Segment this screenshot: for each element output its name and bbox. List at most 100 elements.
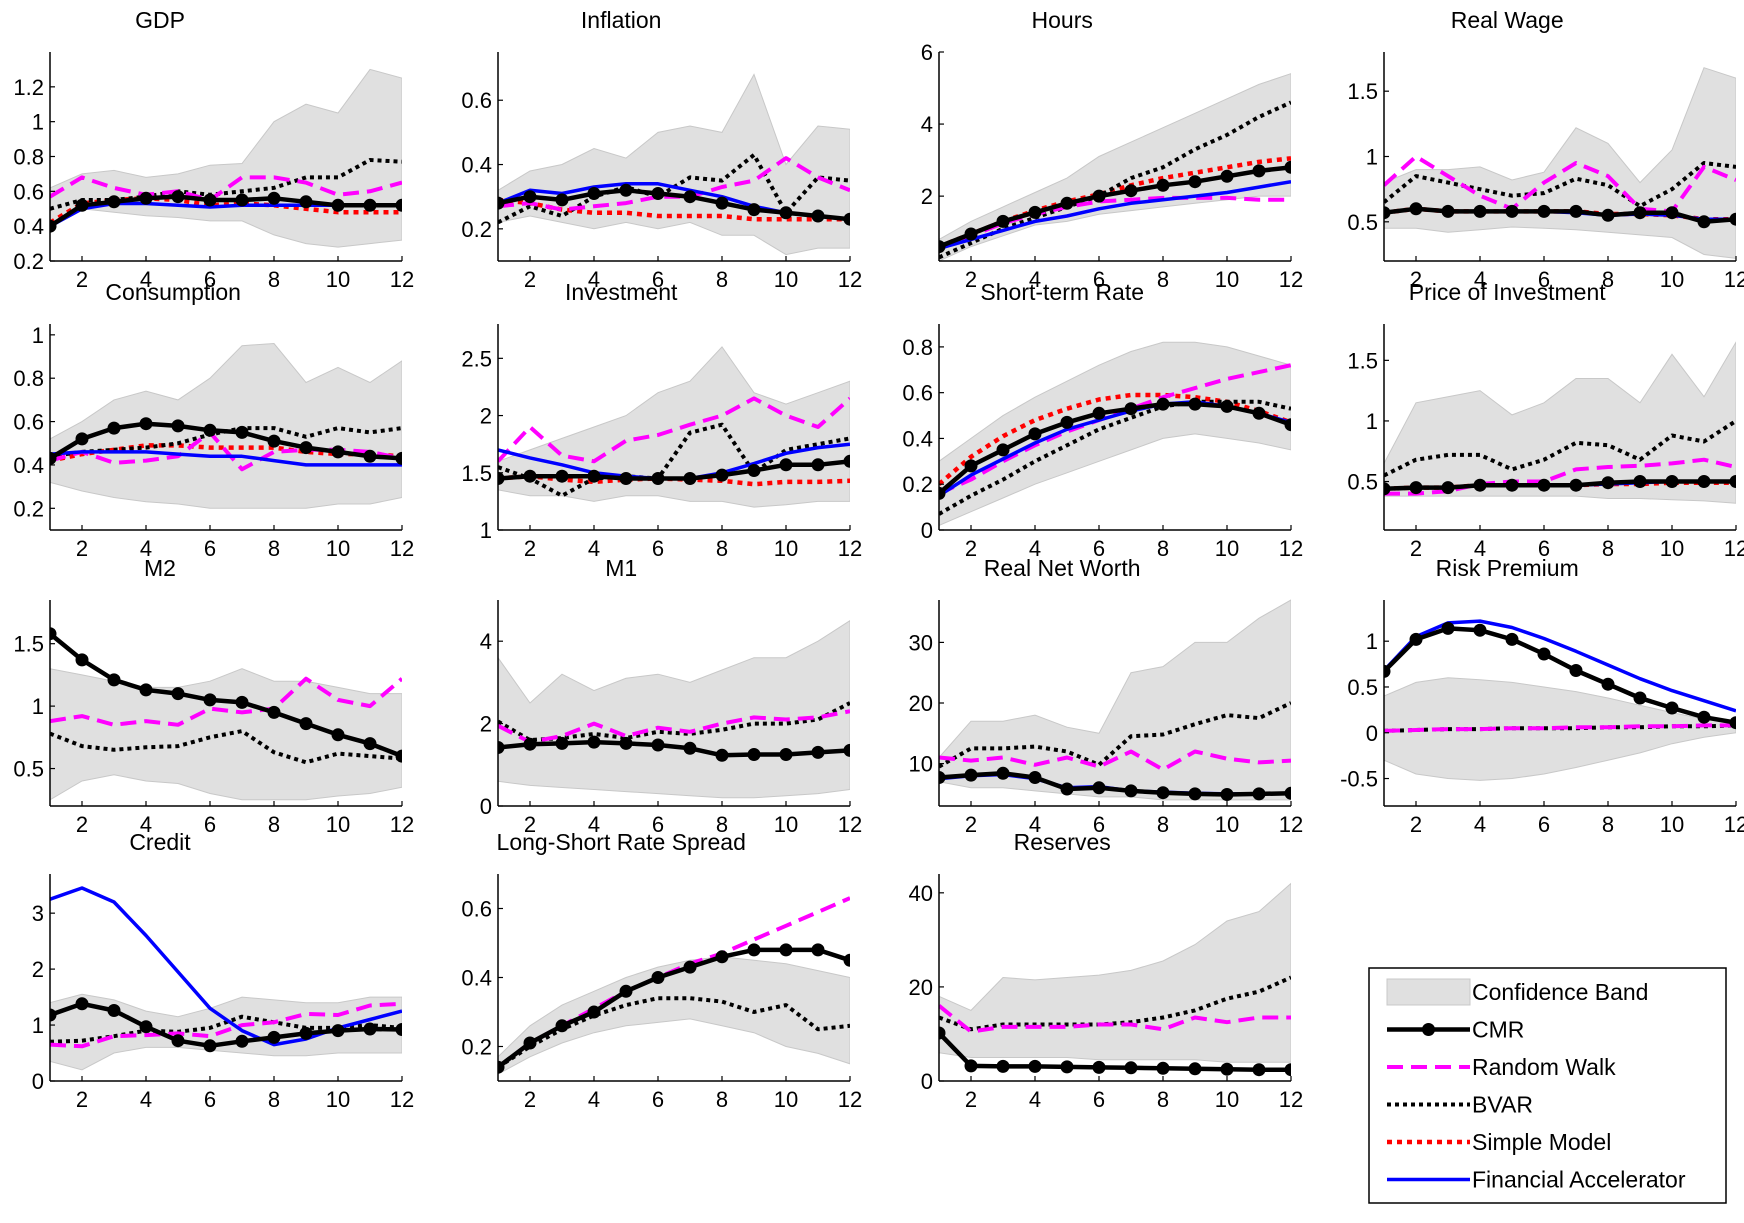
y-tick-label: 0.2 <box>461 1035 492 1060</box>
legend-label: Random Walk <box>1472 1054 1616 1080</box>
cmr-point <box>498 472 505 485</box>
y-tick-label: 2 <box>921 184 933 209</box>
cmr-point <box>1060 782 1074 796</box>
y-tick-label: 0.4 <box>461 153 492 178</box>
series-line-random-walk <box>50 1001 402 1049</box>
x-tick-label: 4 <box>588 812 600 837</box>
series-line-random-walk <box>50 175 402 202</box>
series-line-simple-model <box>498 197 850 222</box>
cmr-point <box>1284 1063 1291 1077</box>
cmr-point <box>50 451 57 465</box>
x-tick-label: 12 <box>1724 267 1744 292</box>
y-tick-label: 2 <box>480 404 492 429</box>
x-tick-label: 8 <box>268 812 280 837</box>
x-tick-label: 4 <box>1029 267 1041 292</box>
y-tick-label: 1.5 <box>1347 79 1378 104</box>
cmr-point <box>1665 206 1679 220</box>
cmr-point <box>107 421 121 435</box>
y-tick-label: 0.8 <box>13 366 44 391</box>
x-tick-label: 2 <box>1410 812 1422 837</box>
series-line-financial-accelerator <box>50 886 402 1047</box>
cmr-point <box>1124 1061 1138 1075</box>
cmr-point <box>715 196 729 210</box>
x-tick-label: 10 <box>326 536 350 561</box>
cmr-point <box>1537 204 1551 218</box>
cmr-point <box>619 984 633 998</box>
x-tick-label: 4 <box>1029 1087 1041 1112</box>
cmr-point <box>1092 781 1106 795</box>
cmr-point <box>1220 1062 1234 1076</box>
cmr-point <box>1188 1062 1202 1076</box>
panel-title: M1 <box>605 555 637 581</box>
x-tick-label: 10 <box>774 267 798 292</box>
y-tick-label: 0.2 <box>13 249 44 274</box>
panel-gdp: 2 4 6 8 10 12 0.2 0.4 0.6 0.8 1 1.2 GDP <box>13 7 414 292</box>
x-tick-label: 8 <box>1602 267 1614 292</box>
x-tick-label: 12 <box>1724 812 1744 837</box>
panel-title: Price of Investment <box>1409 279 1606 305</box>
x-tick-label: 2 <box>1410 536 1422 561</box>
cmr-point <box>235 193 249 207</box>
x-tick-label: 12 <box>1279 267 1303 292</box>
cmr-point <box>964 1059 978 1073</box>
cmr-point <box>1220 399 1234 413</box>
y-tick-label: 0.2 <box>461 217 492 242</box>
cmr-point <box>811 943 825 957</box>
y-tick-label: 0 <box>921 1069 933 1094</box>
cmr-point <box>811 458 825 472</box>
panel-title: Hours <box>1032 7 1093 33</box>
series-line-financial-accelerator <box>939 179 1291 251</box>
cmr-point <box>1252 406 1266 420</box>
confidence-band <box>498 620 850 799</box>
cmr-point <box>299 441 313 455</box>
panel-title: Short-term Rate <box>980 279 1144 305</box>
cmr-point <box>1188 175 1202 189</box>
cmr-point <box>363 1022 377 1036</box>
x-tick-label: 2 <box>965 267 977 292</box>
x-tick-label: 2 <box>965 536 977 561</box>
cmr-point <box>235 695 249 709</box>
cmr-point <box>1505 632 1519 646</box>
x-tick-label: 2 <box>76 812 88 837</box>
cmr-point <box>587 187 601 200</box>
cmr-point <box>683 741 697 755</box>
x-tick-label: 2 <box>965 1087 977 1112</box>
x-tick-label: 6 <box>1538 812 1550 837</box>
cmr-point <box>107 673 121 687</box>
panel-title: Reserves <box>1014 829 1111 855</box>
x-tick-label: 4 <box>1474 267 1486 292</box>
x-tick-label: 12 <box>390 536 414 561</box>
series-line-random-walk <box>1384 154 1736 214</box>
panel-title: Real Wage <box>1451 7 1564 33</box>
legend-item-confidence-band: Confidence Band <box>1386 978 1648 1006</box>
cmr-point <box>555 193 569 207</box>
cmr-point <box>363 737 377 751</box>
cmr-point <box>843 454 850 468</box>
cmr-point <box>1697 475 1711 488</box>
cmr-point <box>587 469 601 483</box>
cmr-point <box>523 190 537 204</box>
cmr-point <box>939 240 946 254</box>
panel-m1: 2 4 6 8 10 12 0 2 4 M1 <box>480 555 862 837</box>
cmr-point <box>1441 621 1455 635</box>
x-tick-label: 10 <box>326 1087 350 1112</box>
panel-investment: 2 4 6 8 10 12 1 1.5 2 2.5 Investment <box>461 279 862 561</box>
x-tick-label: 8 <box>1157 536 1169 561</box>
cmr-point <box>1284 160 1291 174</box>
y-tick-label: 1 <box>32 694 44 719</box>
x-tick-label: 2 <box>965 812 977 837</box>
cmr-point <box>331 1024 345 1038</box>
cmr-point <box>747 203 761 217</box>
cmr-point <box>779 458 793 472</box>
cmr-point <box>139 683 153 697</box>
x-tick-label: 2 <box>76 536 88 561</box>
cmr-point <box>363 449 377 463</box>
x-tick-label: 6 <box>204 812 216 837</box>
series-line-random-walk <box>50 676 402 727</box>
y-tick-label: 0 <box>32 1069 44 1094</box>
y-tick-label: 0.6 <box>13 410 44 435</box>
cmr-point <box>1729 475 1736 488</box>
confidence-band <box>498 956 850 1075</box>
